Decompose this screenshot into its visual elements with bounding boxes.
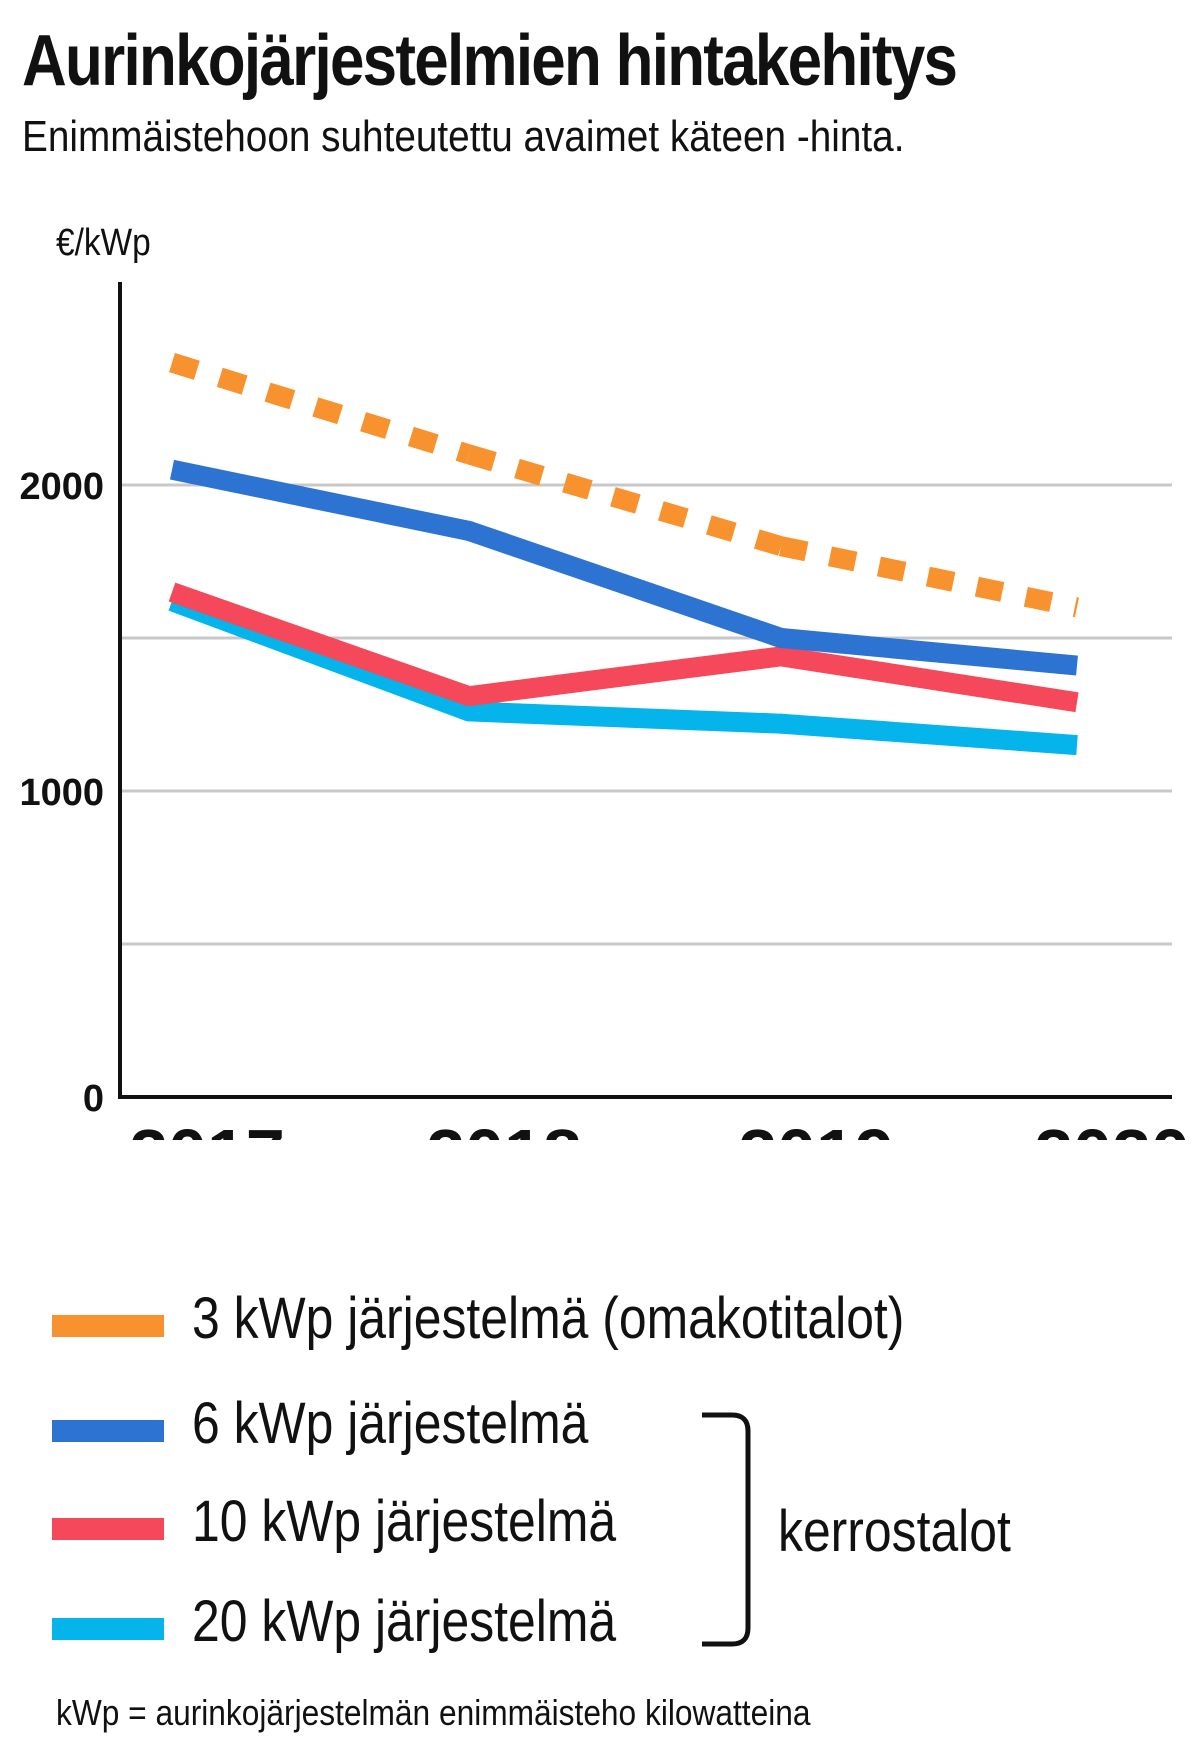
series-3-point-2 [771, 713, 791, 734]
series-1-segment-1 [465, 521, 785, 648]
chart-subtitle: Enimmäistehoon suhteutettu avaimet kätee… [22, 112, 905, 161]
y-axis-unit-label: €/kWp [56, 222, 151, 264]
legend-swatch-20kwp [52, 1618, 164, 1640]
series-1-segment-2 [780, 628, 1078, 676]
line-chart: 0 1000 2000 2017 2018 2019 2020 [19, 282, 1190, 1140]
series-2-segment-0 [168, 582, 473, 706]
legend-label-3kwp: 3 kWp järjestelmä (omakotitalot) [192, 1286, 905, 1351]
x-tick-label-2019: 2019 [738, 1115, 894, 1140]
footnote: kWp = aurinkojärjestelmän enimmäisteho k… [56, 1692, 811, 1733]
legend-swatch-10kwp [52, 1518, 164, 1540]
series-3-segment-2 [780, 713, 1078, 756]
legend-swatch-3kwp [52, 1315, 164, 1337]
y-tick-label-1000: 1000 [19, 772, 104, 814]
series-2-point-2 [771, 646, 791, 667]
y-tick-label-2000: 2000 [19, 466, 104, 508]
legend-label-6kwp: 6 kWp järjestelmä [192, 1391, 589, 1456]
series-2-point-1 [459, 686, 479, 707]
series-1-point-2 [771, 628, 791, 648]
legend-group-label: kerrostalot [778, 1499, 1011, 1564]
legend-label-10kwp: 10 kWp järjestelmä [192, 1489, 617, 1554]
series-3-segment-1 [468, 701, 782, 734]
legend-label-20kwp: 20 kWp järjestelmä [192, 1589, 617, 1654]
series-0-segment-0 [169, 353, 472, 464]
y-tick-label-0: 0 [83, 1078, 104, 1120]
x-tick-label-2017: 2017 [129, 1115, 285, 1140]
x-tick-label-2018: 2018 [426, 1115, 582, 1140]
series-1-point-1 [459, 520, 479, 541]
series-1-segment-0 [169, 459, 472, 541]
series-3-point-1 [459, 701, 479, 722]
series-2-segment-2 [779, 646, 1079, 713]
chart-title: Aurinkojärjestelmien hintakehitys [22, 21, 958, 101]
legend-swatch-6kwp [52, 1420, 164, 1442]
series-0-segment-2 [778, 536, 1080, 618]
x-tick-label-2020: 2020 [1034, 1115, 1190, 1140]
series-2-segment-1 [467, 646, 783, 707]
series-0-segment-1 [466, 444, 784, 556]
